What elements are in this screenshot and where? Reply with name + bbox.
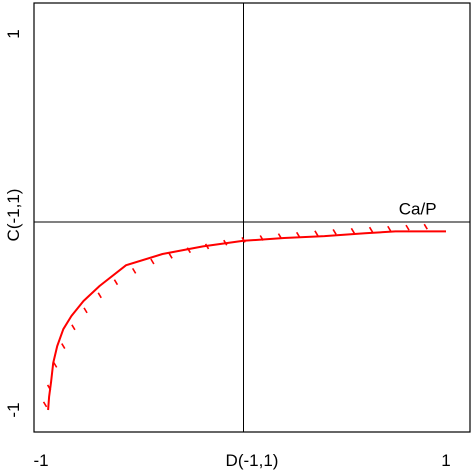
series-hatch-mark (186, 247, 192, 254)
y-tick-label: -1 (4, 402, 23, 417)
series-hatch-mark (204, 243, 210, 250)
series-hatch-mark (71, 324, 76, 331)
series-hatch-mark (52, 361, 58, 368)
series-hatch-mark (295, 231, 301, 238)
series-hatch-mark (314, 230, 319, 237)
series-hatch-mark (113, 279, 119, 286)
series-hatch-mark (83, 307, 88, 314)
annotation-label: Ca/P (399, 199, 437, 218)
x-tick-label: -1 (33, 451, 48, 470)
series-hatch-mark (97, 292, 102, 299)
series-hatch-mark (168, 252, 173, 259)
series-hatch-mark (423, 223, 428, 230)
series-hatch-mark (332, 229, 337, 235)
series-hatch-mark (368, 226, 374, 233)
series-hatch-mark (150, 258, 155, 265)
series-hatch-mark (405, 224, 410, 231)
series-line (47, 230, 446, 411)
series-hatch-mark (350, 227, 356, 234)
series-hatch-mark (223, 239, 228, 246)
series-hatch-mark (46, 384, 52, 391)
plot-frame (33, 2, 471, 433)
x-axis-label: D(-1,1) (226, 451, 279, 470)
x-tick-label: 1 (441, 451, 450, 470)
series-hatch-mark (277, 233, 283, 240)
y-tick-label: 1 (4, 29, 23, 38)
series-hatch-mark (61, 343, 66, 349)
series-hatch-mark (387, 225, 392, 232)
series-hatch-mark (131, 267, 137, 274)
y-axis-label: C(-1,1) (4, 189, 23, 242)
series-hatch-mark (241, 236, 246, 243)
series-hatch-mark (42, 401, 48, 408)
series-hatch-mark (259, 235, 264, 241)
